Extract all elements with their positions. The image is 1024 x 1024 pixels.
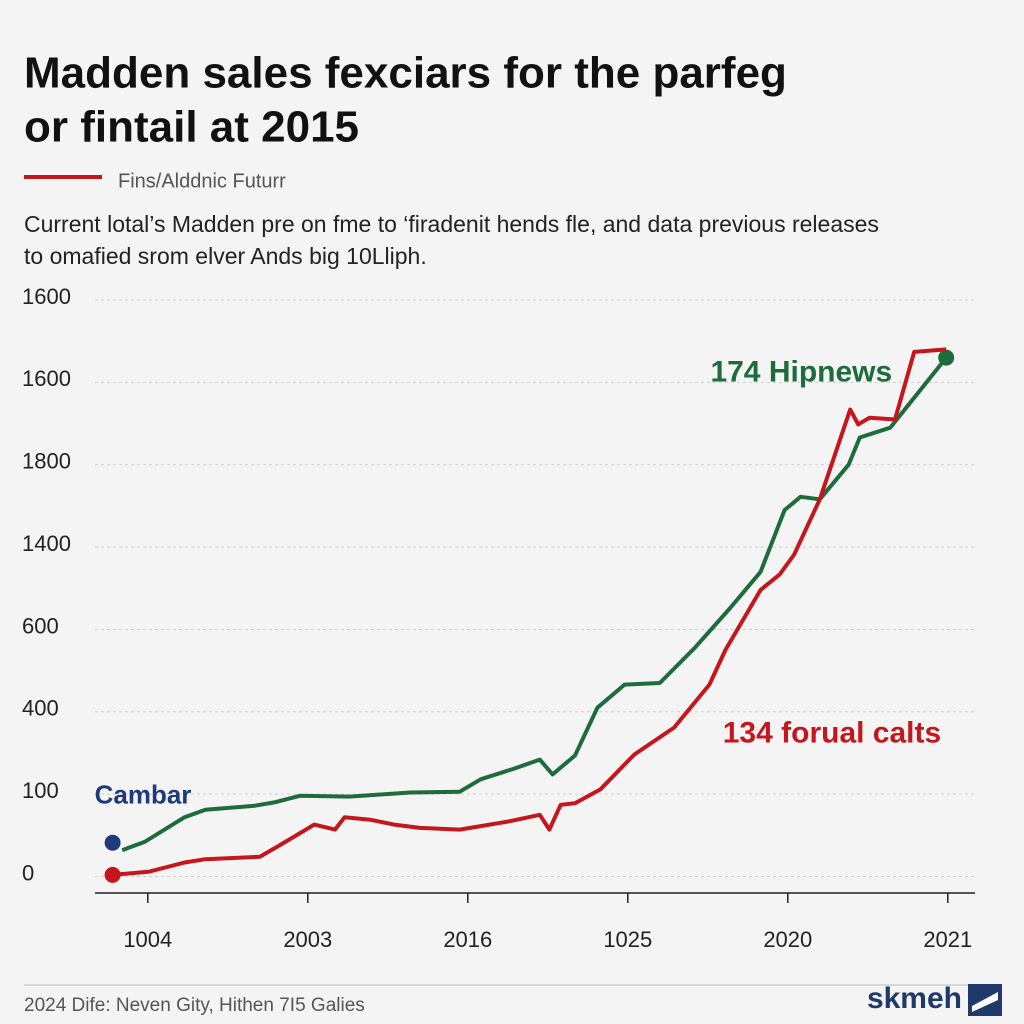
y-tick-label: 600 xyxy=(22,613,59,638)
y-tick-label: 1800 xyxy=(22,449,71,474)
y-tick-label: 400 xyxy=(22,696,59,721)
y-tick-label: 0 xyxy=(22,860,34,885)
x-tick-label: 2003 xyxy=(283,927,332,952)
x-tick-label: 1025 xyxy=(603,927,652,952)
logo-icon-stripe xyxy=(972,992,998,1012)
series-marker xyxy=(104,866,121,883)
y-tick-label: 1600 xyxy=(22,366,71,391)
annotation-marker xyxy=(104,834,121,851)
x-tick-label: 2020 xyxy=(763,927,812,952)
series-label: 174 Hipnews xyxy=(710,356,892,389)
x-tick-label: 1004 xyxy=(123,927,172,952)
series-line xyxy=(112,347,947,877)
logo: skmeh xyxy=(867,982,962,1015)
y-tick-label: 100 xyxy=(22,778,59,803)
y-tick-label: 1400 xyxy=(22,531,71,556)
description: Current lotal’s Madden pre on fme to ‘fi… xyxy=(24,211,879,237)
x-tick-label: 2021 xyxy=(923,927,972,952)
series-line xyxy=(121,356,948,853)
x-tick-label: 2016 xyxy=(443,927,492,952)
source: 2024 Dife: Neven Gity, Hithen 7I5 Galies xyxy=(24,995,365,1016)
description: to omafied srom elver Ands big 10Lliph. xyxy=(24,243,427,269)
chart-title: Madden sales fexciars for the parfeg xyxy=(24,49,787,98)
y-tick-label: 1600 xyxy=(22,284,71,309)
series-marker xyxy=(938,349,955,366)
annotation: Cambar xyxy=(95,780,192,810)
chart-title: or fintail at 2015 xyxy=(24,103,359,152)
subtitle: Fins/Alddnic Futurr xyxy=(118,170,286,192)
series-label: 134 forual calts xyxy=(723,716,941,749)
